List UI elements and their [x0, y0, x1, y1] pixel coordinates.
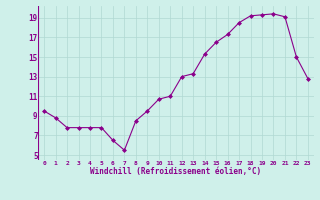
X-axis label: Windchill (Refroidissement éolien,°C): Windchill (Refroidissement éolien,°C): [91, 167, 261, 176]
